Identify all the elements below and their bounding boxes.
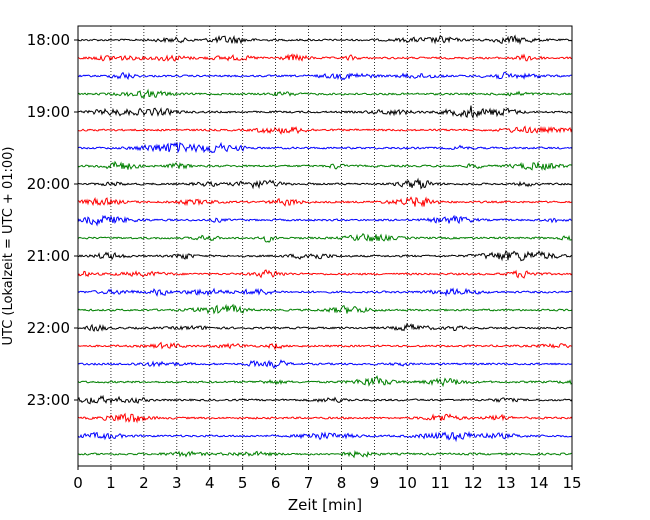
trace-20:00	[77, 177, 573, 190]
trace-18:30	[77, 71, 573, 81]
trace-19:45	[77, 160, 573, 171]
trace-23:45	[77, 450, 573, 459]
vertical-grid	[110, 26, 540, 466]
plot-frame	[77, 25, 573, 467]
x-tick-label-10: 10	[398, 474, 417, 492]
y-tick-label-19:00: 19:00	[27, 103, 70, 121]
trace-group	[77, 34, 573, 459]
y-tick-label-20:00: 20:00	[27, 175, 70, 193]
y-tick-label-22:00: 22:00	[27, 319, 70, 337]
trace-19:00	[77, 105, 573, 120]
trace-20:30	[77, 214, 573, 227]
trace-23:30	[77, 430, 573, 443]
x-tick-label-4: 4	[205, 474, 215, 492]
trace-22:30	[77, 359, 573, 369]
x-tick-label-2: 2	[139, 474, 149, 492]
trace-22:45	[77, 375, 573, 388]
trace-22:00	[77, 322, 573, 332]
y-tick-label-18:00: 18:00	[27, 31, 70, 49]
x-tick-label-0: 0	[73, 474, 83, 492]
trace-20:15	[77, 196, 573, 208]
trace-21:15	[77, 269, 573, 279]
x-tick-label-11: 11	[431, 474, 450, 492]
x-tick-label-5: 5	[238, 474, 248, 492]
x-axis-title: Zeit [min]	[288, 496, 362, 514]
trace-21:45	[77, 303, 573, 315]
x-tick-label-1: 1	[106, 474, 116, 492]
x-axis: 0 1 2 3 4 5 6 7 8 9 10 11 12 13 14 15	[73, 466, 582, 492]
trace-21:00	[77, 250, 573, 262]
y-axis-title: UTC (Lokalzeit = UTC + 01:00)	[1, 147, 16, 346]
x-tick-label-8: 8	[337, 474, 347, 492]
y-tick-label-23:00: 23:00	[27, 391, 70, 409]
x-tick-label-13: 13	[497, 474, 516, 492]
x-tick-label-12: 12	[464, 474, 483, 492]
trace-18:00	[77, 34, 573, 45]
trace-19:15	[77, 125, 573, 135]
trace-20:45	[77, 233, 573, 243]
trace-18:15	[77, 53, 573, 62]
x-tick-label-3: 3	[172, 474, 182, 492]
trace-23:00	[77, 394, 573, 405]
y-tick-label-21:00: 21:00	[27, 247, 70, 265]
x-tick-label-9: 9	[370, 474, 380, 492]
x-tick-label-14: 14	[530, 474, 549, 492]
trace-21:30	[77, 287, 573, 297]
x-tick-label-7: 7	[304, 474, 314, 492]
trace-22:15	[77, 341, 573, 351]
x-tick-label-6: 6	[271, 474, 281, 492]
trace-19:30	[77, 141, 573, 154]
y-axis: 18:00 19:00 20:00 21:00 22:00 23:00	[27, 31, 78, 409]
trace-23:15	[77, 412, 573, 424]
trace-18:45	[77, 88, 573, 99]
x-tick-label-15: 15	[562, 474, 581, 492]
